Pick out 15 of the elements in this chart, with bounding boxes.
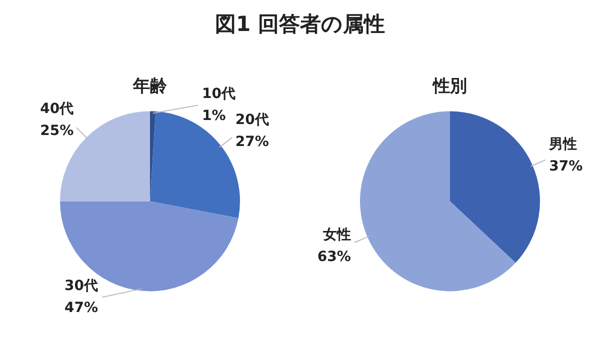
data-label: 1% [202, 108, 226, 124]
slice-label: 20代 [235, 112, 269, 128]
text: 図1 回答者の属性 [215, 10, 385, 38]
slice-label: 30代 [64, 278, 98, 294]
data-label: 25% [40, 123, 74, 140]
data-label: 27% [235, 134, 269, 150]
chart-title: 年齢 [132, 76, 168, 97]
slice-label: 女性 [322, 227, 351, 244]
chart-title: 性別 [432, 76, 467, 97]
slice-label: 40代 [40, 101, 74, 118]
data-label: 37% [549, 158, 583, 175]
slice-label: 10代 [202, 86, 236, 102]
data-label: 47% [64, 300, 98, 316]
slice-label: 男性 [548, 136, 578, 153]
data-label: 63% [317, 249, 351, 266]
